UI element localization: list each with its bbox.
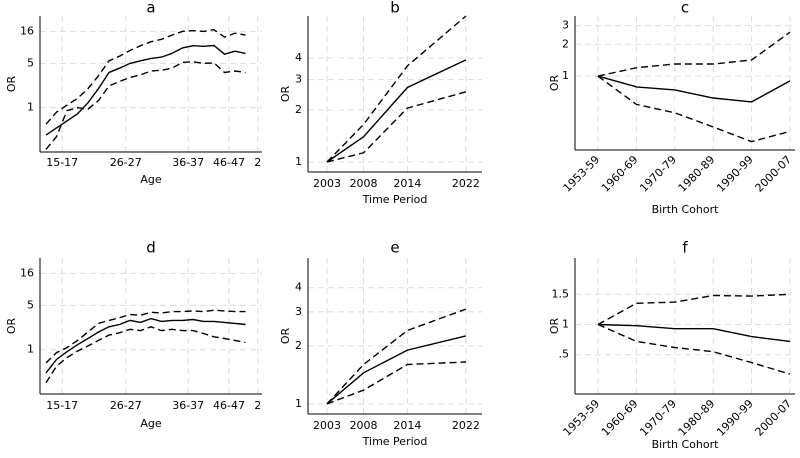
panel-title: a xyxy=(146,0,155,17)
ci-line xyxy=(326,361,466,405)
y-tick-label: 16 xyxy=(20,266,34,279)
estimate-line xyxy=(326,59,467,163)
y-tick-label: 3 xyxy=(295,73,302,86)
x-tick-label: 26-27 xyxy=(110,156,142,169)
panel-title: c xyxy=(681,0,689,17)
x-axis-label: Age xyxy=(140,173,162,186)
ci-line xyxy=(45,61,246,150)
y-axis-label: OR xyxy=(5,75,18,92)
x-axis-label: Age xyxy=(140,417,162,430)
estimate-line xyxy=(45,44,246,136)
x-tick-label: 36-37 xyxy=(172,156,204,169)
y-axis-label: OR xyxy=(5,317,18,334)
ci-line xyxy=(326,91,467,163)
y-axis-label: OR xyxy=(279,327,292,344)
panel-title: b xyxy=(390,0,400,17)
y-tick-label: 16 xyxy=(20,24,34,37)
x-tick-label: 2000-07 xyxy=(753,397,795,439)
x-tick-label: 46-47 xyxy=(213,156,245,169)
y-tick-label: 1.5 xyxy=(552,287,570,300)
x-tick-label: 2014 xyxy=(393,419,421,432)
x-tick-label: 1990-99 xyxy=(714,397,756,439)
y-axis-label: OR xyxy=(279,85,292,102)
panel-title: d xyxy=(146,239,156,257)
estimate-line xyxy=(597,323,791,343)
y-tick-label: 2 xyxy=(295,339,302,352)
y-axis-label: OR xyxy=(548,74,561,91)
x-tick-label: 1980-89 xyxy=(676,397,718,439)
y-tick-label: 2 xyxy=(562,37,569,50)
x-tick-label: 15-17 xyxy=(46,156,78,169)
ci-line xyxy=(597,293,791,326)
x-axis-label: Time Period xyxy=(362,193,428,206)
x-tick-label: 1980-89 xyxy=(676,153,718,195)
x-tick-label: 1960-69 xyxy=(599,397,641,439)
x-tick-label: 2008 xyxy=(350,419,378,432)
x-tick-label: 1960-69 xyxy=(599,153,641,195)
ci-line xyxy=(597,323,791,375)
y-tick-label: 1 xyxy=(27,101,34,114)
y-tick-label: 1 xyxy=(562,69,569,82)
ci-line xyxy=(326,308,467,405)
x-tick-label: 2003 xyxy=(313,177,341,190)
x-tick-label: 46-47 xyxy=(213,399,245,412)
x-tick-label: 1953-59 xyxy=(561,153,603,195)
y-axis-label: OR xyxy=(548,317,561,334)
y-tick-label: .5 xyxy=(559,348,570,361)
x-tick-label: 2 xyxy=(254,156,261,169)
y-tick-label: 1 xyxy=(27,343,34,356)
ci-line xyxy=(45,309,246,364)
x-tick-label: 1970-79 xyxy=(637,153,679,195)
x-tick-label: 1990-99 xyxy=(714,153,756,195)
x-tick-label: 15-17 xyxy=(46,399,78,412)
y-tick-label: 1 xyxy=(295,155,302,168)
estimate-line xyxy=(45,317,246,374)
y-tick-label: 1 xyxy=(295,397,302,410)
estimate-line xyxy=(597,75,791,103)
x-tick-label: 1970-79 xyxy=(637,397,679,439)
x-axis-label: Birth Cohort xyxy=(652,438,720,451)
ci-line xyxy=(326,15,467,163)
ci-line xyxy=(597,75,791,143)
y-tick-label: 2 xyxy=(295,103,302,116)
ci-line xyxy=(45,326,246,384)
ci-line xyxy=(597,31,791,77)
y-tick-label: 3 xyxy=(562,19,569,32)
x-tick-label: 1953-59 xyxy=(561,397,603,439)
x-tick-label: 2022 xyxy=(452,419,480,432)
x-tick-label: 36-37 xyxy=(172,399,204,412)
panel-title: f xyxy=(682,239,688,257)
x-tick-label: 2 xyxy=(254,399,261,412)
y-tick-label: 4 xyxy=(295,51,302,64)
x-tick-label: 26-27 xyxy=(110,399,142,412)
x-tick-label: 2014 xyxy=(393,177,421,190)
estimate-line xyxy=(326,335,467,405)
y-tick-label: 1 xyxy=(562,317,569,330)
ci-line xyxy=(45,28,246,125)
y-tick-label: 5 xyxy=(27,298,34,311)
x-axis-label: Time Period xyxy=(362,435,428,448)
x-axis-label: Birth Cohort xyxy=(652,203,720,216)
panel-title: e xyxy=(390,239,399,257)
y-tick-label: 5 xyxy=(27,56,34,69)
x-tick-label: 2022 xyxy=(452,177,480,190)
y-tick-label: 3 xyxy=(295,305,302,318)
x-tick-label: 2003 xyxy=(313,419,341,432)
x-tick-label: 2008 xyxy=(350,177,378,190)
x-tick-label: 2000-07 xyxy=(753,153,795,195)
y-tick-label: 4 xyxy=(295,281,302,294)
